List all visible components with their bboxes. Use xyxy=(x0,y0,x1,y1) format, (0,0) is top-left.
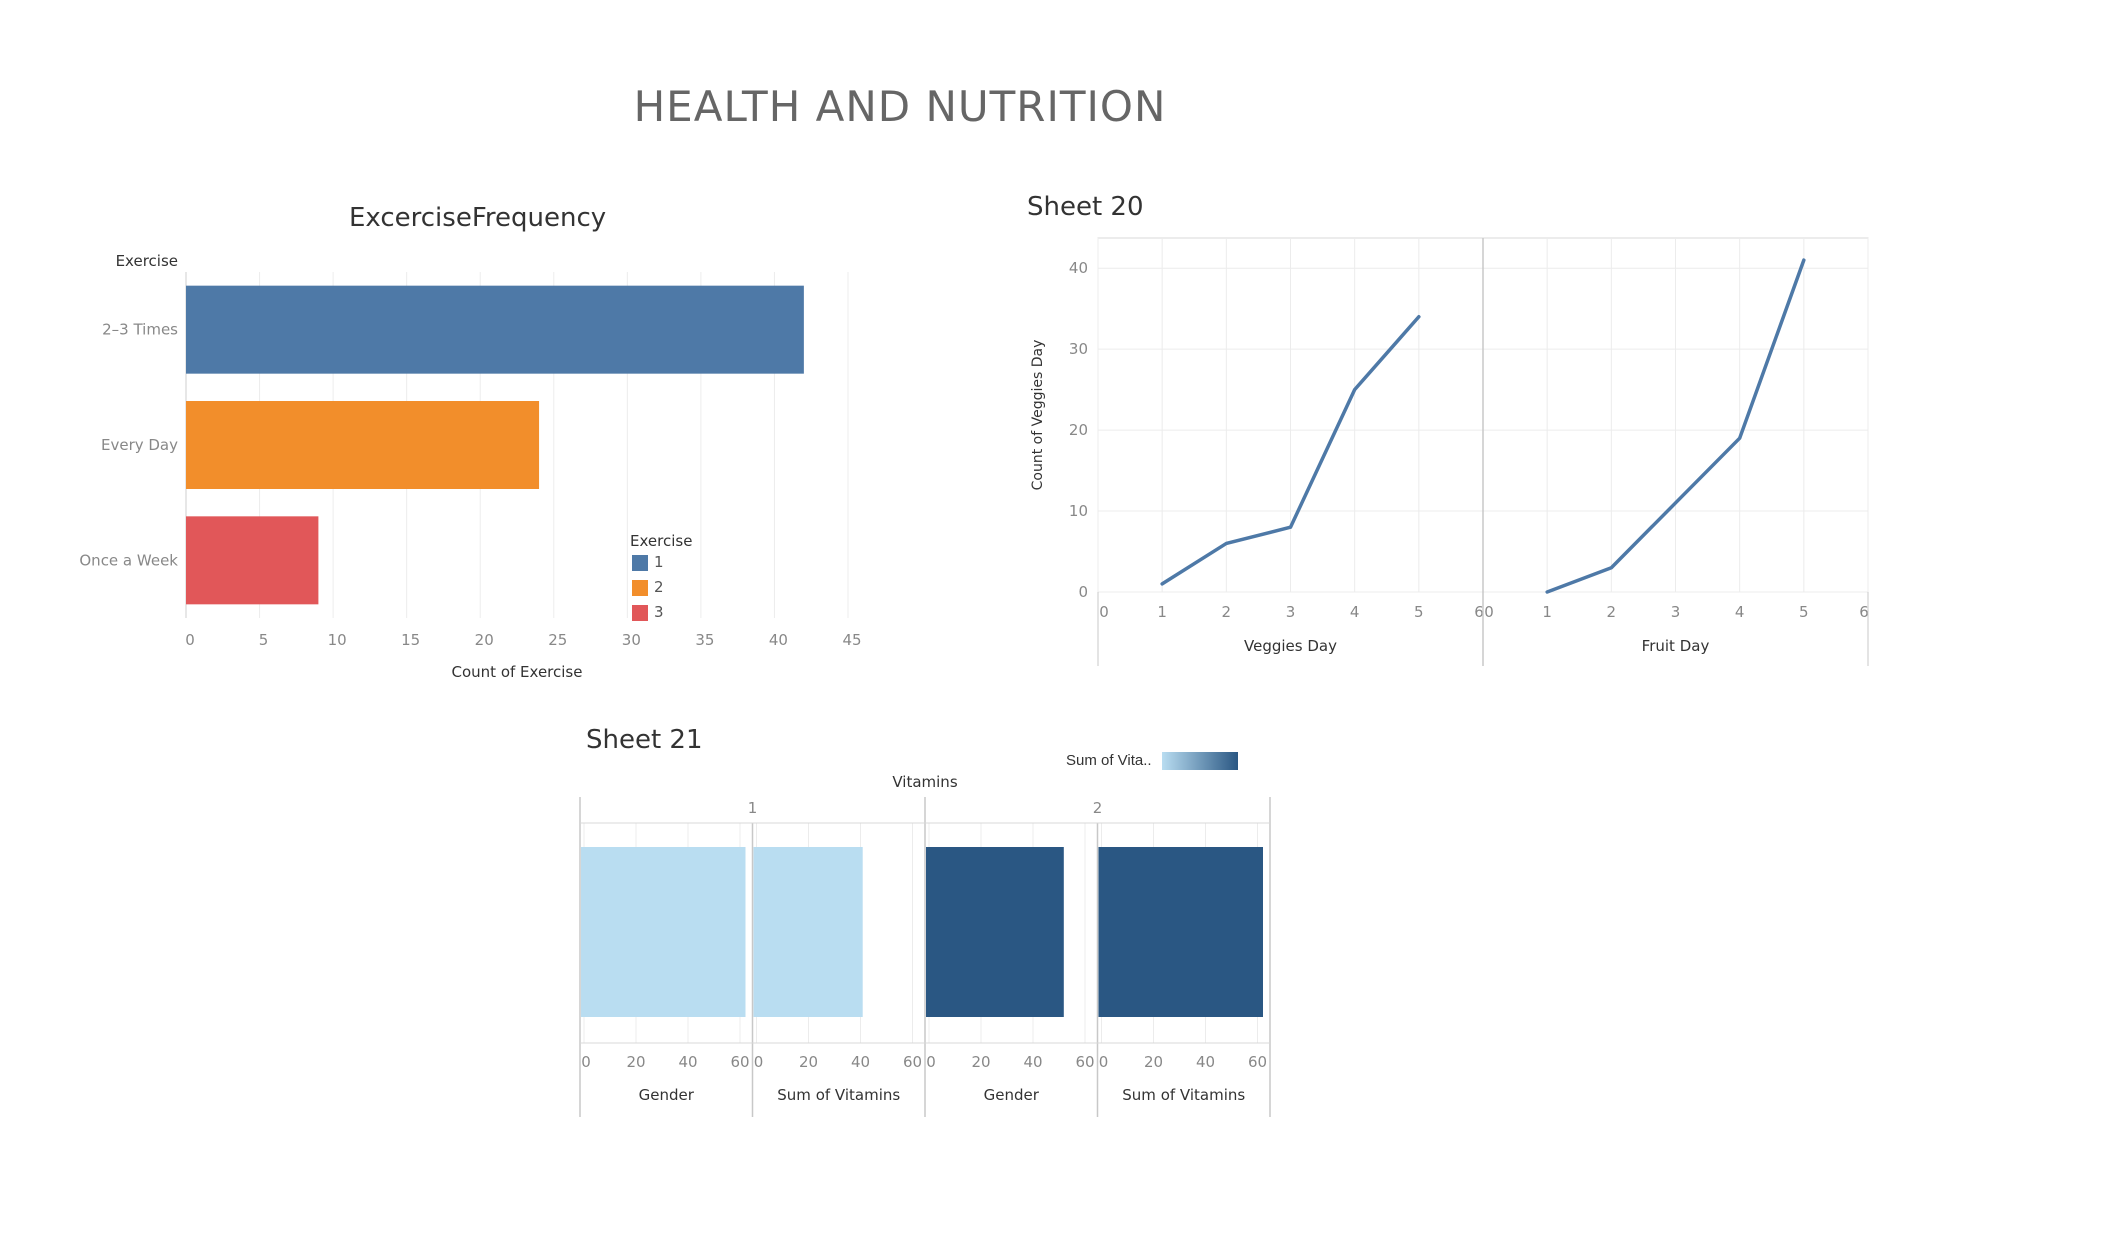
x-tick-label: 45 xyxy=(842,631,861,649)
x-tick-label: 5 xyxy=(1414,603,1424,621)
x-axis-title: Fruit Day xyxy=(1642,637,1710,655)
x-tick-label: 1 xyxy=(1542,603,1552,621)
exercise-legend-item-3: 3 xyxy=(632,603,664,621)
sheet21-title: Sheet 21 xyxy=(586,725,703,755)
x-tick-label: 25 xyxy=(548,631,567,649)
y-category-label: Every Day xyxy=(101,436,178,454)
x-tick-label: 0 xyxy=(581,1053,591,1071)
x-tick-label: 0 xyxy=(1484,603,1494,621)
bar xyxy=(581,847,746,1017)
x-axis-title: Gender xyxy=(984,1086,1040,1104)
dashboard-title: HEALTH AND NUTRITION xyxy=(633,82,1167,131)
bar xyxy=(926,847,1064,1017)
x-tick-label: 0 xyxy=(1099,1053,1109,1071)
x-tick-label: 35 xyxy=(695,631,714,649)
y-tick-label: 0 xyxy=(1078,583,1088,601)
x-tick-label: 20 xyxy=(626,1053,645,1071)
x-tick-label: 60 xyxy=(1248,1053,1267,1071)
x-tick-label: 3 xyxy=(1671,603,1681,621)
x-tick-label: 40 xyxy=(769,631,788,649)
x-tick-label: 20 xyxy=(971,1053,990,1071)
exercise-legend-title: Exercise xyxy=(630,532,693,550)
x-axis-title: Count of Exercise xyxy=(452,663,583,681)
x-tick-label: 40 xyxy=(678,1053,697,1071)
x-tick-label: 0 xyxy=(754,1053,764,1071)
x-tick-label: 4 xyxy=(1350,603,1360,621)
x-tick-label: 6 xyxy=(1859,603,1869,621)
series-line xyxy=(1160,315,1421,586)
series-line xyxy=(1545,258,1806,594)
x-tick-label: 60 xyxy=(1075,1053,1094,1071)
x-tick-label: 2 xyxy=(1607,603,1617,621)
group-header: 1 xyxy=(748,799,758,817)
x-tick-label: 40 xyxy=(851,1053,870,1071)
legend-label: 3 xyxy=(654,603,664,621)
y-tick-label: 40 xyxy=(1069,259,1088,277)
x-axis-title: Gender xyxy=(639,1086,695,1104)
x-tick-label: 5 xyxy=(259,631,269,649)
x-tick-label: 2 xyxy=(1222,603,1232,621)
x-tick-label: 40 xyxy=(1196,1053,1215,1071)
x-tick-label: 20 xyxy=(799,1053,818,1071)
x-axis-title: Sum of Vitamins xyxy=(1122,1086,1245,1104)
x-tick-label: 10 xyxy=(328,631,347,649)
x-tick-label: 0 xyxy=(185,631,195,649)
x-tick-label: 4 xyxy=(1735,603,1745,621)
y-category-label: Once a Week xyxy=(79,551,178,569)
x-axis-title: Veggies Day xyxy=(1244,637,1337,655)
exercise-chart-title: ExcerciseFrequency xyxy=(349,203,607,233)
x-tick-label: 15 xyxy=(401,631,420,649)
x-tick-label: 20 xyxy=(1144,1053,1163,1071)
color-legend-ramp xyxy=(1161,752,1238,771)
color-legend-title: Sum of Vita.. xyxy=(1066,752,1152,769)
y-tick-label: 30 xyxy=(1069,340,1088,358)
legend-label: 1 xyxy=(654,553,664,571)
y-tick-label: 10 xyxy=(1069,502,1088,520)
bar xyxy=(186,401,540,489)
legend-swatch xyxy=(632,604,648,621)
x-tick-label: 3 xyxy=(1286,603,1296,621)
sheet20-title: Sheet 20 xyxy=(1027,192,1144,222)
column-header: Vitamins xyxy=(892,773,957,791)
x-tick-label: 20 xyxy=(475,631,494,649)
legend-swatch xyxy=(632,554,648,571)
x-tick-label: 0 xyxy=(1099,603,1109,621)
exercise-legend-item-2: 2 xyxy=(632,578,664,596)
bar xyxy=(753,847,863,1017)
y-axis-title: Count of Veggies Day xyxy=(1030,340,1046,491)
x-tick-label: 0 xyxy=(926,1053,936,1071)
x-tick-label: 6 xyxy=(1474,603,1484,621)
x-tick-label: 60 xyxy=(730,1053,749,1071)
y-category-label: 2–3 Times xyxy=(102,321,178,339)
row-header: Exercise xyxy=(116,252,178,270)
legend-swatch xyxy=(632,579,648,596)
exercise-legend-item-1: 1 xyxy=(632,553,664,571)
legend-label: 2 xyxy=(654,578,664,596)
exercise-chart: 0 5 10 15 20 25 30 35 40 45 Exercise 2–3 Times Every… xyxy=(79,252,861,681)
x-tick-label: 60 xyxy=(903,1053,922,1071)
x-tick-label: 30 xyxy=(622,631,641,649)
x-tick-label: 40 xyxy=(1023,1053,1042,1071)
group-header: 2 xyxy=(1093,799,1103,817)
vitamins-color-legend: Sum of Vita.. xyxy=(1066,752,1238,771)
y-tick-label: 20 xyxy=(1069,421,1088,439)
x-tick-label: 1 xyxy=(1157,603,1167,621)
x-tick-label: 5 xyxy=(1799,603,1809,621)
bar xyxy=(186,285,804,374)
bar xyxy=(1098,847,1263,1017)
x-axis-title: Sum of Vitamins xyxy=(777,1086,900,1104)
bar xyxy=(186,516,319,605)
